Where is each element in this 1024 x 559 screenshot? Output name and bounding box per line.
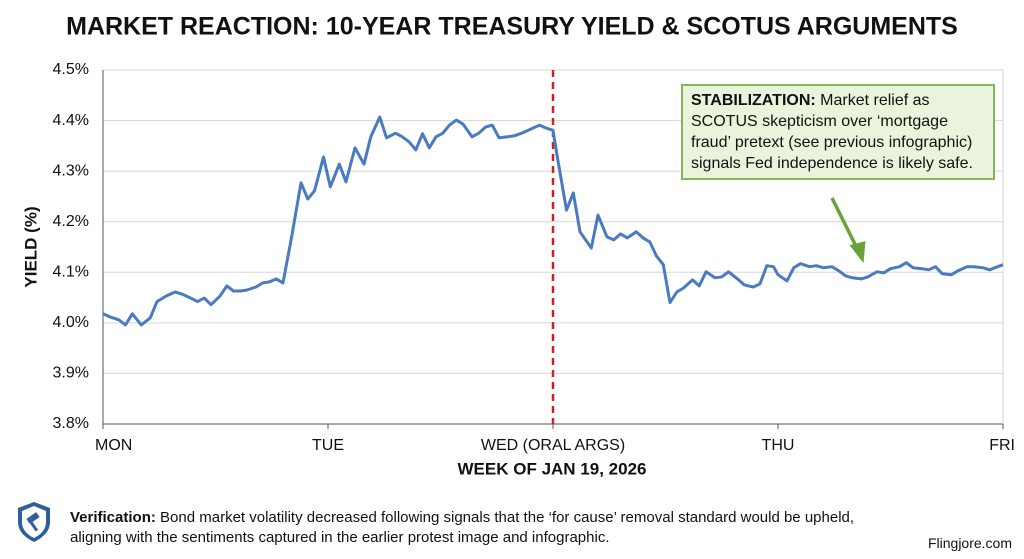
- x-tick-label: THU: [762, 437, 795, 454]
- annotation-box: STABILIZATION: Market relief as SCOTUS s…: [681, 84, 995, 180]
- chart-title: MARKET REACTION: 10-YEAR TREASURY YIELD …: [66, 13, 958, 41]
- y-tick-label: 4.1%: [53, 264, 89, 281]
- site-name: Flingjore.com: [927, 535, 1012, 551]
- footer-label: Verification:: [70, 509, 156, 526]
- annotation-arrowhead: [849, 241, 866, 264]
- x-tick-label: MON: [95, 437, 132, 454]
- yield-line: [102, 115, 1004, 327]
- y-axis-label: YIELD (%): [21, 206, 40, 287]
- y-tick-label: 3.8%: [53, 415, 89, 432]
- footer-note: Verification: Bond market volatility dec…: [70, 508, 870, 548]
- y-tick-label: 4.2%: [53, 213, 89, 230]
- x-tick-label: TUE: [312, 437, 344, 454]
- annotation-arrow: [830, 197, 860, 250]
- annotation-text: Market relief as SCOTUS skepticism over …: [691, 92, 973, 172]
- shield-icon: [18, 502, 50, 542]
- x-tick-label: FRI: [989, 437, 1015, 454]
- x-axis-label: WEEK OF JAN 19, 2026: [458, 459, 647, 478]
- y-tick-label: 4.5%: [53, 61, 89, 78]
- x-tick-label: WED (ORAL ARGS): [481, 437, 625, 454]
- y-tick-label: 4.0%: [53, 314, 89, 331]
- y-tick-label: 4.3%: [53, 162, 89, 179]
- y-tick-label: 4.4%: [53, 112, 89, 129]
- annotation-label: STABILIZATION:: [691, 92, 816, 109]
- y-tick-label: 3.9%: [53, 365, 89, 382]
- footer-text: Bond market volatility decreased followi…: [70, 509, 855, 546]
